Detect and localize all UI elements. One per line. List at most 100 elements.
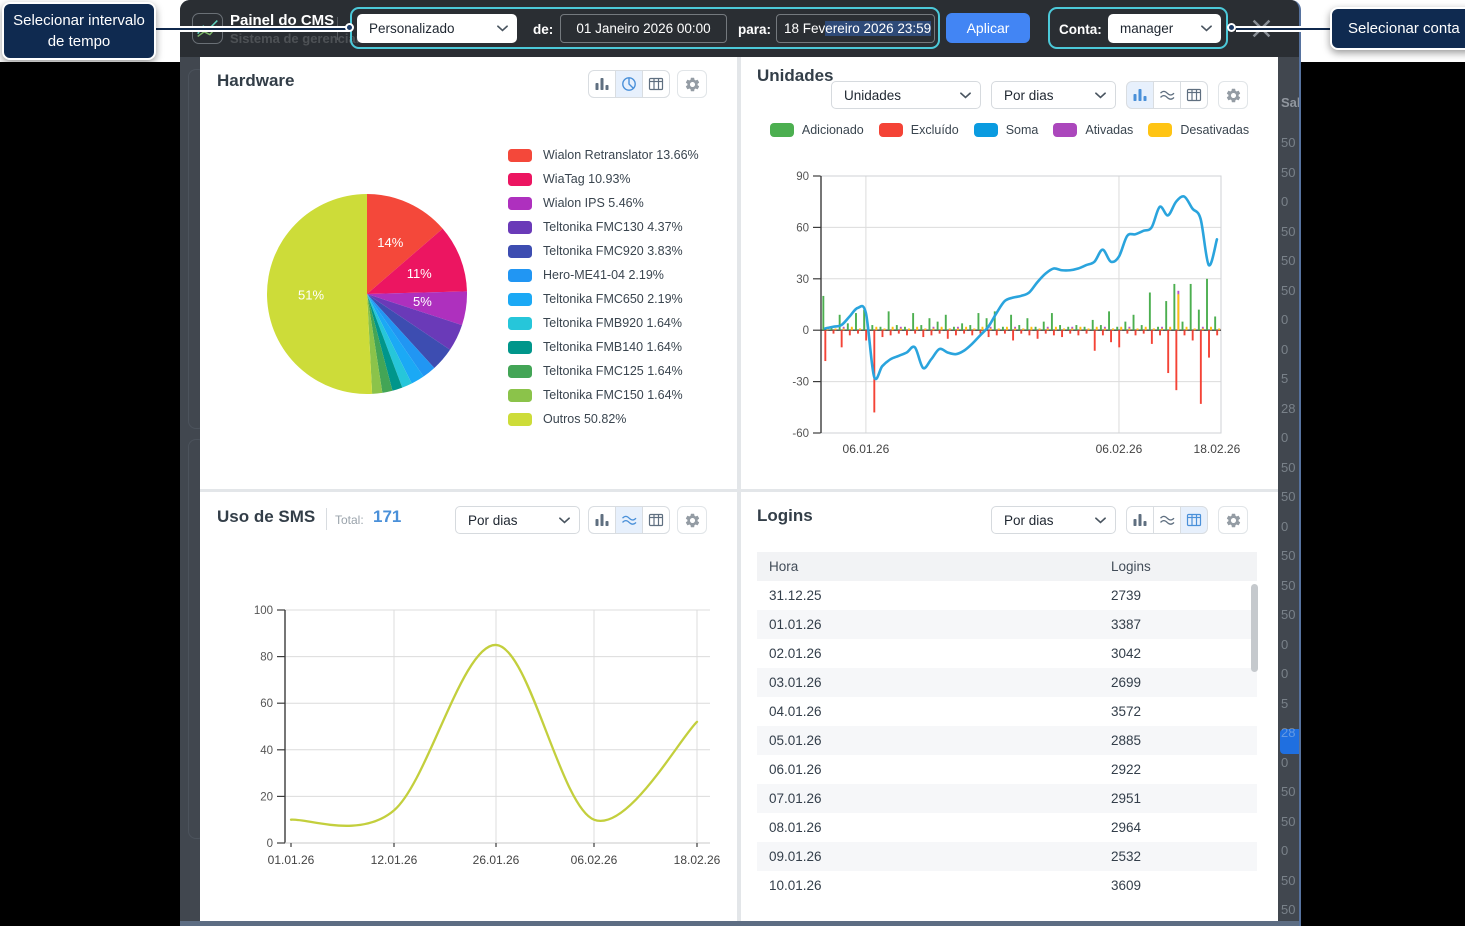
legend-item[interactable]: Teltonika FMC650 2.19% [508,287,699,311]
line-chart-toggle-button[interactable] [1153,81,1181,109]
background-table-fragment: 50 [1281,607,1296,622]
bar-chart-toggle-button[interactable] [588,70,616,98]
hardware-title: Hardware [217,71,295,90]
svg-text:06.02.26: 06.02.26 [571,853,618,867]
units-interval-select[interactable]: Por dias [991,81,1116,109]
panel-sms: Uso de SMS Total: 171 Por dias 0 20 40 60 80… [200,492,737,921]
table-toggle-button[interactable] [1180,81,1208,109]
legend-item[interactable]: Desativadas [1148,123,1249,137]
logins-settings-button[interactable] [1218,506,1248,534]
svg-text:100: 100 [254,605,273,617]
line-chart-toggle-button[interactable] [615,506,643,534]
legend-item[interactable]: Hero-ME41-04 2.19% [508,263,699,287]
sms-interval-select[interactable]: Por dias [455,506,580,534]
legend-label: Excluído [910,123,959,137]
apply-button[interactable]: Aplicar [946,13,1030,43]
cell-hora: 06.01.26 [769,762,822,777]
cell-logins: 2739 [1111,588,1142,603]
background-table-fragment: 5 [1281,695,1289,711]
pie-slice-Teltonika FMC125 [367,294,393,393]
svg-text:-30: -30 [792,377,809,389]
legend-item[interactable]: Soma [973,123,1038,137]
legend-item[interactable]: Wialon Retranslator 13.66% [508,143,699,167]
units-metric-select[interactable]: Unidades [831,81,981,109]
svg-text:0: 0 [803,325,809,337]
legend-label: Teltonika FMB920 1.64% [543,316,682,330]
background-table-fragment: 50 [1281,282,1296,298]
chevron-down-icon [1095,91,1106,99]
table-row: 02.01.26 3042 [757,639,1257,668]
logins-table-scrollbar[interactable] [1251,584,1258,672]
legend-swatch [508,412,532,426]
column-header-logins[interactable]: Logins [1111,559,1151,574]
legend-item[interactable]: Adicionado [769,123,864,137]
pie-slice-WiaTag [367,228,467,294]
table-toggle-button[interactable] [642,70,670,98]
legend-item[interactable]: Wialon IPS 5.46% [508,191,699,215]
bar-chart-toggle-button[interactable] [1126,506,1154,534]
legend-label: Ativadas [1085,123,1134,137]
bar-chart-icon [594,512,610,528]
sms-settings-button[interactable] [677,506,707,534]
pie-slice-Teltonika FMB140 [367,294,403,391]
legend-label: Teltonika FMC150 1.64% [543,388,683,402]
background-table-fragment: 5 [1281,371,1289,386]
table-row: 08.01.26 2964 [757,813,1257,842]
panel-hardware: Hardware 14% 11% 5% 51% Wialon Retranslator… [200,57,737,489]
bar-chart-icon [594,76,610,92]
pie-slice-Teltonika FMC130 [367,294,463,350]
svg-text:60: 60 [260,698,273,710]
hardware-settings-button[interactable] [677,70,707,98]
legend-item[interactable]: WiaTag 10.93% [508,167,699,191]
legend-item[interactable]: Teltonika FMB920 1.64% [508,311,699,335]
account-select[interactable]: manager [1108,14,1221,43]
units-settings-button[interactable] [1218,81,1248,109]
bar-chart-toggle-button[interactable] [588,506,616,534]
svg-text:90: 90 [796,171,809,183]
gear-icon [1225,512,1242,529]
callout-connector-right [1236,26,1332,32]
legend-item[interactable]: Excluído [878,123,959,137]
cell-hora: 04.01.26 [769,704,822,719]
legend-swatch [1053,123,1078,137]
bar-chart-toggle-button[interactable] [1126,81,1154,109]
legend-item[interactable]: Teltonika FMC130 4.37% [508,215,699,239]
table-toggle-button[interactable] [642,506,670,534]
cell-hora: 07.01.26 [769,791,822,806]
legend-item[interactable]: Outros 50.82% [508,407,699,431]
legend-item[interactable]: Teltonika FMC920 3.83% [508,239,699,263]
column-header-hora[interactable]: Hora [769,559,799,574]
window-title: Painel do CMS [230,12,335,29]
background-table-fragment: 0 [1281,843,1289,858]
svg-text:-60: -60 [792,428,809,440]
units-legend: Adicionado Excluído Soma Ativadas Desativada… [741,123,1278,137]
background-table-fragment: 50 [1281,902,1296,917]
to-date-input[interactable]: 18 Fev ereiro 2026 23:59 [776,14,935,43]
background-table-fragment: 28 [1281,725,1296,740]
svg-text:06.02.26: 06.02.26 [1096,442,1143,456]
legend-item[interactable]: Teltonika FMC125 1.64% [508,359,699,383]
hardware-chart-type-toggle [588,70,670,98]
legend-swatch [508,244,532,258]
from-date-input[interactable]: 01 Janeiro 2026 00:00 [560,14,727,43]
legend-label: WiaTag 10.93% [543,172,631,186]
legend-item[interactable]: Teltonika FMB140 1.64% [508,335,699,359]
units-chart-type-toggle [1126,81,1208,109]
legend-label: Teltonika FMC920 3.83% [543,244,683,258]
legend-swatch [1148,123,1173,137]
legend-swatch [508,148,532,162]
sms-line-chart: 0 20 40 60 80 100 01.01.26 12.01.26 26.01.26 06.0… [254,605,721,867]
pie-chart-toggle-button[interactable] [615,70,643,98]
table-row: 04.01.26 3572 [757,697,1257,726]
legend-swatch [508,292,532,306]
line-chart-icon [621,512,637,528]
svg-text:18.02.26: 18.02.26 [1194,442,1241,456]
legend-item[interactable]: Ativadas [1053,123,1133,137]
legend-item[interactable]: Teltonika FMC150 1.64% [508,383,699,407]
logins-interval-select[interactable]: Por dias [991,506,1116,534]
period-select[interactable]: Personalizado [357,14,517,43]
hardware-legend: Wialon Retranslator 13.66% WiaTag 10.93% W… [508,143,699,431]
line-chart-toggle-button[interactable] [1153,506,1181,534]
cell-logins: 3042 [1111,646,1142,661]
table-toggle-button[interactable] [1180,506,1208,534]
